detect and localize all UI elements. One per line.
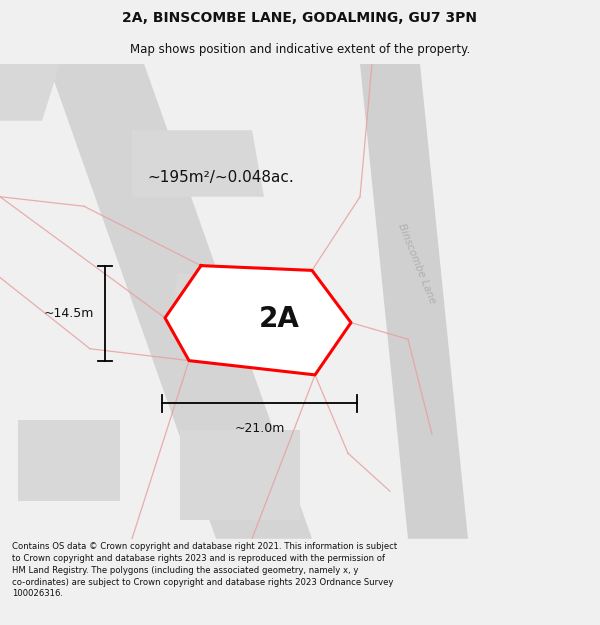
- Text: Map shows position and indicative extent of the property.: Map shows position and indicative extent…: [130, 43, 470, 56]
- Text: Binscombe Lane: Binscombe Lane: [397, 222, 437, 305]
- Polygon shape: [165, 266, 351, 375]
- Text: Contains OS data © Crown copyright and database right 2021. This information is : Contains OS data © Crown copyright and d…: [12, 542, 397, 598]
- Text: ~195m²/~0.048ac.: ~195m²/~0.048ac.: [147, 170, 294, 185]
- Polygon shape: [48, 64, 312, 539]
- Polygon shape: [171, 272, 276, 351]
- Polygon shape: [132, 130, 264, 197]
- Polygon shape: [18, 420, 120, 501]
- Text: 2A, BINSCOMBE LANE, GODALMING, GU7 3PN: 2A, BINSCOMBE LANE, GODALMING, GU7 3PN: [122, 11, 478, 25]
- Text: ~21.0m: ~21.0m: [235, 422, 284, 436]
- Polygon shape: [180, 429, 300, 520]
- Polygon shape: [360, 64, 468, 539]
- Text: ~14.5m: ~14.5m: [44, 307, 94, 319]
- Polygon shape: [0, 64, 60, 121]
- Text: 2A: 2A: [259, 304, 300, 332]
